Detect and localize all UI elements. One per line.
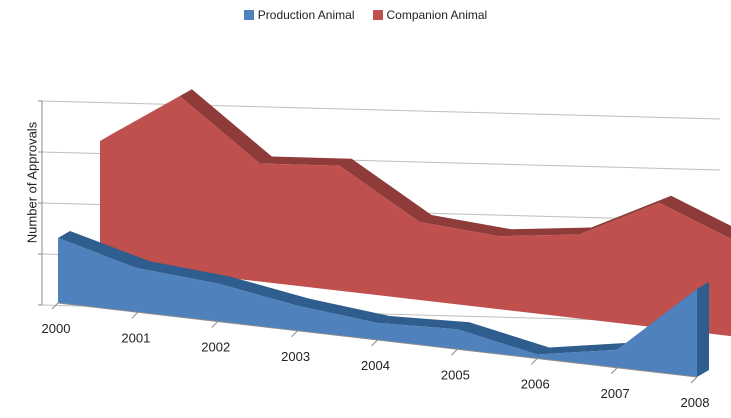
x-tick-2004 [371, 339, 378, 347]
x-tick-label-2000: 2000 [42, 321, 71, 336]
series-ridge-1 [100, 89, 731, 239]
x-tick-label-2006: 2006 [521, 377, 550, 392]
x-tick-label-2001: 2001 [121, 330, 150, 345]
legend-item-companion: Companion Animal [372, 8, 488, 22]
series-endface-0 [697, 282, 709, 377]
x-tick-label-2007: 2007 [601, 386, 630, 401]
x-tick-2001 [131, 311, 139, 319]
x-tick-label-2004: 2004 [361, 358, 390, 373]
x-tick-label-2003: 2003 [281, 349, 310, 364]
legend: Production Animal Companion Animal [0, 8, 731, 22]
x-tick-2006 [530, 358, 538, 365]
gridline-20 [41, 100, 721, 120]
x-tick-label-2008: 2008 [681, 395, 710, 410]
x-tick-label-2005: 2005 [441, 367, 470, 382]
x-tick-2008 [690, 376, 698, 384]
series-area-1 [100, 96, 731, 337]
x-tick-2003 [291, 330, 298, 338]
x-tick-2007 [610, 367, 618, 375]
legend-swatch-production [243, 10, 254, 20]
legend-swatch-companion [372, 10, 383, 20]
x-tick-label-2002: 2002 [201, 340, 230, 355]
legend-label-production: Production Animal [257, 8, 355, 22]
legend-label-companion: Companion Animal [386, 8, 488, 22]
x-tick-2005 [451, 348, 458, 356]
series-area-0 [58, 238, 697, 377]
x-tick-2002 [211, 321, 219, 328]
x-tick-2000 [51, 302, 59, 310]
legend-item-production: Production Animal [243, 8, 355, 22]
